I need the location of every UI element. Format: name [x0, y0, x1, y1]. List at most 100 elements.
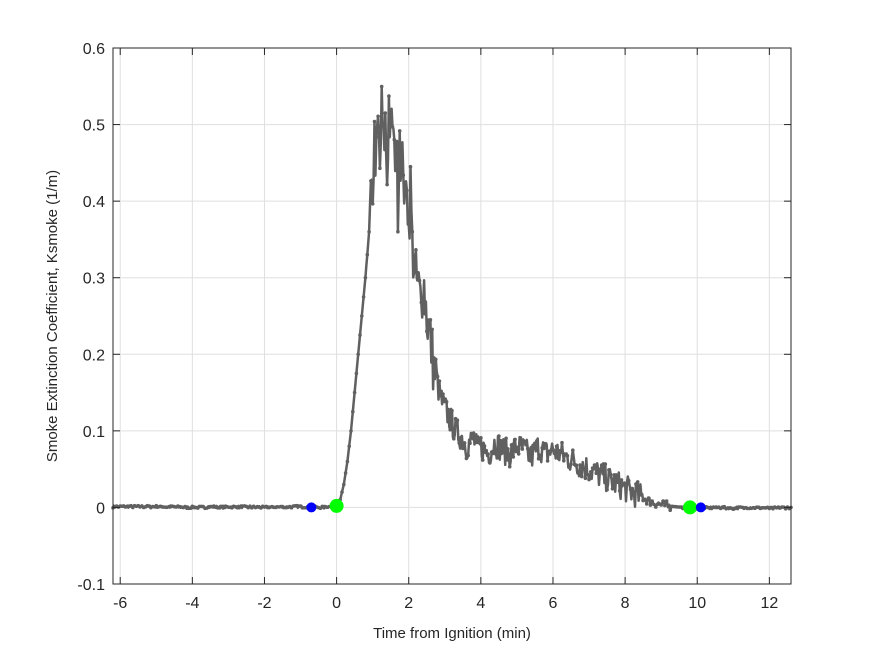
data-point	[408, 164, 413, 169]
data-point	[668, 508, 672, 512]
data-point	[399, 164, 404, 169]
data-point	[428, 318, 433, 322]
x-axis-label: Time from Ignition (min)	[373, 625, 531, 642]
y-axis-label: Smoke Extinction Coefficient, Ksmoke (1/…	[44, 170, 61, 462]
data-point	[507, 464, 512, 469]
data-point	[553, 449, 557, 453]
data-point	[439, 389, 444, 394]
data-point	[608, 472, 613, 477]
data-point	[434, 357, 438, 362]
data-point	[468, 441, 472, 446]
data-point	[497, 434, 501, 438]
data-point	[365, 252, 370, 257]
data-point	[513, 437, 517, 442]
data-point	[495, 456, 499, 460]
plot-area	[111, 84, 793, 512]
data-point	[471, 431, 476, 435]
data-point	[387, 94, 391, 98]
data-point	[376, 114, 380, 119]
x-tick-label: 2	[404, 595, 413, 612]
data-point	[554, 444, 559, 449]
data-point	[340, 490, 344, 494]
data-point	[603, 462, 608, 466]
data-point	[576, 471, 580, 475]
data-point	[452, 436, 456, 441]
data-point	[522, 439, 526, 444]
data-point	[459, 435, 463, 440]
data-point	[421, 303, 425, 308]
data-point	[410, 229, 415, 234]
data-point	[374, 135, 379, 140]
data-point	[535, 439, 539, 443]
data-point	[587, 477, 591, 482]
data-point	[430, 327, 435, 332]
data-point	[520, 447, 525, 451]
data-point	[589, 470, 593, 474]
data-point	[396, 229, 400, 234]
data-point	[626, 478, 631, 483]
data-point	[509, 443, 514, 447]
data-point	[455, 418, 460, 423]
data-point	[435, 374, 440, 379]
blue-marker-icon	[695, 502, 706, 513]
data-point	[646, 496, 651, 500]
data-point	[388, 113, 393, 118]
data-point	[663, 503, 667, 508]
data-point	[457, 441, 462, 445]
data-point	[493, 450, 498, 455]
data-point	[666, 505, 671, 509]
data-point	[569, 462, 573, 467]
data-point	[488, 461, 492, 465]
data-point	[506, 447, 510, 451]
data-point	[592, 463, 597, 467]
data-point	[448, 427, 453, 432]
data-point	[363, 275, 368, 280]
data-point	[356, 352, 361, 357]
y-tick-label: 0.1	[83, 424, 105, 441]
data-point	[524, 442, 528, 447]
data-point	[614, 473, 618, 477]
data-point	[639, 493, 644, 497]
data-point	[345, 459, 350, 464]
data-point	[385, 182, 389, 187]
x-tick-label: -4	[185, 595, 199, 612]
data-point	[659, 503, 663, 507]
data-point	[502, 441, 507, 445]
y-tick-label: 0.5	[83, 118, 105, 135]
data-point	[484, 448, 489, 453]
data-point	[610, 487, 615, 491]
data-point	[342, 482, 346, 487]
data-point	[565, 453, 570, 458]
data-point	[500, 450, 505, 455]
data-point	[654, 505, 658, 509]
data-point	[343, 471, 348, 475]
data-point	[462, 441, 467, 445]
y-tick-label: -0.1	[77, 577, 105, 594]
data-point	[562, 459, 566, 463]
data-point	[644, 502, 649, 506]
data-point	[417, 278, 422, 283]
data-point	[630, 486, 635, 491]
data-point	[617, 488, 622, 493]
data-point	[369, 179, 373, 183]
data-point	[464, 456, 469, 461]
data-point	[652, 502, 656, 507]
data-point	[441, 392, 445, 396]
data-point	[635, 480, 640, 484]
data-point	[352, 390, 357, 395]
data-point	[581, 467, 586, 471]
x-tick-label: 6	[549, 595, 558, 612]
data-point	[590, 466, 595, 470]
data-point	[358, 333, 362, 337]
data-point	[571, 448, 575, 453]
data-point	[518, 436, 523, 440]
data-point	[598, 469, 602, 474]
data-point	[556, 456, 561, 461]
data-point	[383, 111, 388, 115]
data-point	[661, 499, 665, 503]
data-point	[423, 311, 427, 316]
x-tick-label: -2	[257, 595, 271, 612]
data-point	[379, 84, 384, 89]
data-point	[516, 452, 521, 456]
data-point	[515, 445, 519, 450]
